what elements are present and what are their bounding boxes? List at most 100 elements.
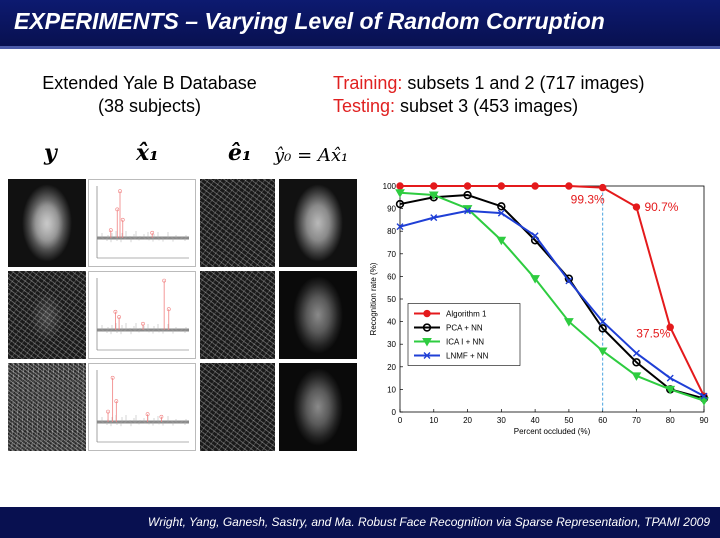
series-line <box>399 209 705 398</box>
error-image <box>200 363 275 451</box>
x-axis-label: Percent occluded (%) <box>514 427 591 436</box>
data-point <box>564 318 574 327</box>
y-tick-label: 0 <box>392 408 397 417</box>
data-point <box>423 309 431 318</box>
data-point <box>395 189 405 198</box>
y-tick-label: 70 <box>387 250 396 259</box>
title-bar: EXPERIMENTS – Varying Level of Random Co… <box>0 0 720 49</box>
y-tick-label: 30 <box>387 340 396 349</box>
column-header-y: y <box>44 140 57 166</box>
subject-count: (38 subjects) <box>97 96 202 116</box>
data-point <box>464 207 472 215</box>
data-point <box>463 190 472 200</box>
data-point <box>665 385 676 395</box>
y-tick-label: 60 <box>387 272 396 281</box>
corrupted-face-image <box>8 179 86 267</box>
training-line: Training: subsets 1 and 2 (717 images) <box>333 72 645 95</box>
stem-spike-head <box>108 228 113 233</box>
y-tick-label: 80 <box>387 227 396 236</box>
series-line <box>399 191 705 402</box>
recognition-rate-chart: 0 10 20 30 40 50 60 70 80 90 0 10 20 30 40 50 60 70 80 90 10… <box>369 182 709 436</box>
data-point <box>699 397 709 406</box>
data-point <box>666 374 674 382</box>
data-point <box>395 199 405 209</box>
stem-spike-head <box>115 207 120 212</box>
testing-label: Testing: <box>333 96 396 116</box>
y-tick-label: 100 <box>383 182 397 191</box>
data-point <box>531 232 539 240</box>
data-point <box>497 202 506 211</box>
chart-legend: Algorithm 1 PCA + NN ICA I + NN LNMF + NN <box>407 303 521 366</box>
x-tick-label: 50 <box>564 416 573 425</box>
data-point <box>497 209 505 217</box>
data-point <box>430 182 438 190</box>
coefficient-plot <box>88 271 196 359</box>
legend-label: ICA I + NN <box>446 338 484 347</box>
x-tick-label: 40 <box>531 416 540 425</box>
testing-line: Testing: subset 3 (453 images) <box>333 95 645 118</box>
stem-spike-head <box>106 409 110 414</box>
data-point <box>598 324 607 333</box>
x-tick-label: 80 <box>666 416 675 425</box>
data-point <box>666 323 674 331</box>
testing-text: subset 3 (453 images) <box>395 96 579 116</box>
data-point <box>565 277 573 285</box>
data-point <box>597 347 608 356</box>
stem-spike-head <box>120 217 125 222</box>
x-tick-label: 60 <box>598 416 607 425</box>
data-point <box>632 203 641 211</box>
stem-baseline <box>97 236 189 240</box>
corrupted-face-image <box>8 363 86 451</box>
y-axis-label: Recognition rate (%) <box>369 262 378 335</box>
coefficient-plot <box>88 363 196 451</box>
recovered-face-image <box>279 271 357 359</box>
stem-spike-head <box>150 230 155 235</box>
data-point <box>531 182 539 190</box>
legend-label: LNMF + NN <box>446 352 489 361</box>
slide-title: EXPERIMENTS – Varying Level of Random Co… <box>14 8 605 34</box>
data-point <box>430 214 438 222</box>
data-point <box>530 275 540 284</box>
recovered-face-image <box>279 179 357 267</box>
stem-spike-head <box>159 414 164 419</box>
data-point <box>396 182 404 190</box>
column-header-e1: ê₁ <box>228 140 252 166</box>
value-annotation: 99.3% <box>571 193 605 207</box>
data-point <box>565 182 573 190</box>
y-tick-label: 90 <box>387 205 396 214</box>
data-point <box>422 338 432 347</box>
series-line <box>400 185 705 397</box>
error-image <box>200 179 275 267</box>
recovered-face-image <box>279 363 357 451</box>
footer-bar: Wright, Yang, Ganesh, Sastry, and Ma. Ro… <box>0 507 720 538</box>
legend-label: Algorithm 1 <box>446 310 487 319</box>
x-tick-label: 70 <box>632 416 641 425</box>
data-point <box>632 349 640 357</box>
data-point <box>631 372 642 381</box>
y-tick-label: 50 <box>387 295 396 304</box>
training-text: subsets 1 and 2 (717 images) <box>402 73 645 93</box>
stem-spike-head <box>117 315 121 319</box>
value-annotation: 37.5% <box>636 326 670 340</box>
y-tick-label: 40 <box>387 318 396 327</box>
x-tick-label: 20 <box>463 416 472 425</box>
train-test-info: Training: subsets 1 and 2 (717 images) T… <box>333 72 645 118</box>
stem-spike-head <box>114 399 119 404</box>
data-point <box>463 182 472 190</box>
y-tick-label: 10 <box>387 385 396 394</box>
stem-spike-head <box>145 412 150 417</box>
x-tick-label: 10 <box>429 416 438 425</box>
data-point <box>632 358 641 367</box>
training-label: Training: <box>333 73 403 93</box>
x-tick-label: 30 <box>497 416 506 425</box>
data-point <box>423 352 431 360</box>
stem-spike-head <box>110 375 115 380</box>
data-point <box>428 191 439 201</box>
corrupted-face-image <box>8 271 86 359</box>
stem-spike-head <box>162 278 167 283</box>
y-tick-label: 20 <box>387 363 396 372</box>
column-header-y0: ŷ₀ = Ax̂₁ <box>274 145 349 166</box>
series-3 <box>396 207 708 400</box>
x-tick-label: 0 <box>398 416 403 425</box>
stem-spike-head <box>118 189 122 194</box>
